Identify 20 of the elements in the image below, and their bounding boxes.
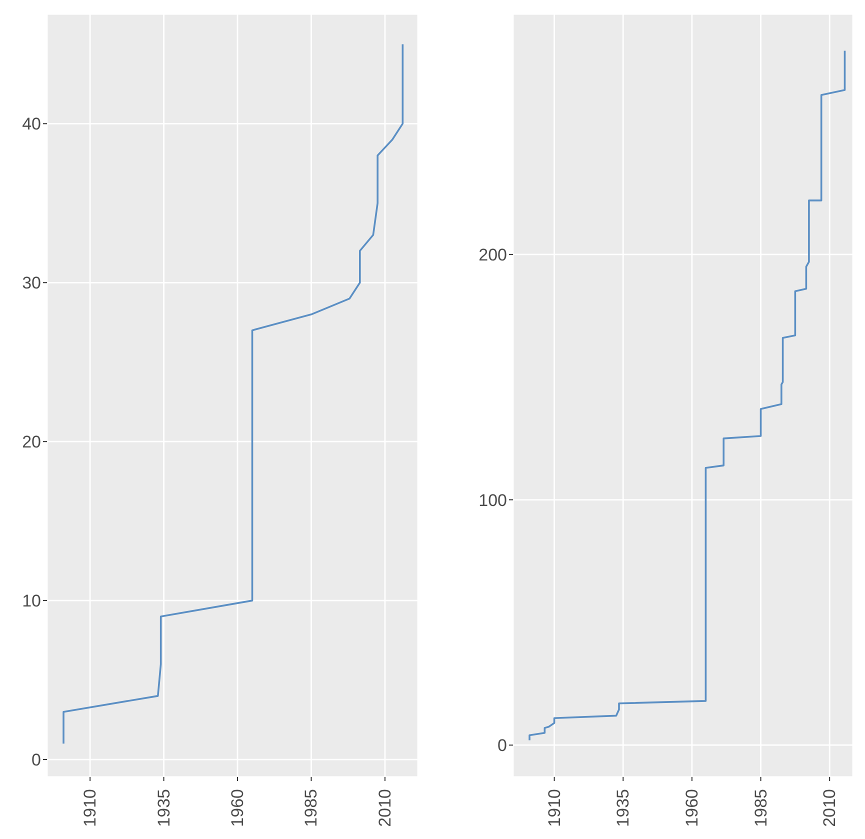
line-series [528,50,846,742]
y-tick-label: 0 [32,750,41,770]
x-tick-label: 1960 [228,789,248,827]
y-tick-label: 10 [22,592,41,611]
y-tick-label: 30 [22,274,41,293]
line-series [62,43,404,745]
x-tick-label: 1935 [154,789,174,827]
x-tick-label: 1960 [682,789,702,827]
x-tick-label: 1935 [614,789,633,827]
y-tick-label: 200 [478,245,507,264]
x-tick-label: 1910 [544,789,564,827]
x-tick-label: 1985 [751,789,770,827]
y-tick-label: 0 [498,736,507,756]
y-tick-label: 20 [22,432,41,452]
y-tick-label: 100 [478,490,507,510]
x-tick-label: 1985 [302,789,321,827]
y-tick-label: 40 [22,114,41,134]
x-tick-label: 2010 [820,789,840,827]
x-tick-label: 1910 [80,789,100,827]
x-tick-label: 2010 [375,789,394,827]
